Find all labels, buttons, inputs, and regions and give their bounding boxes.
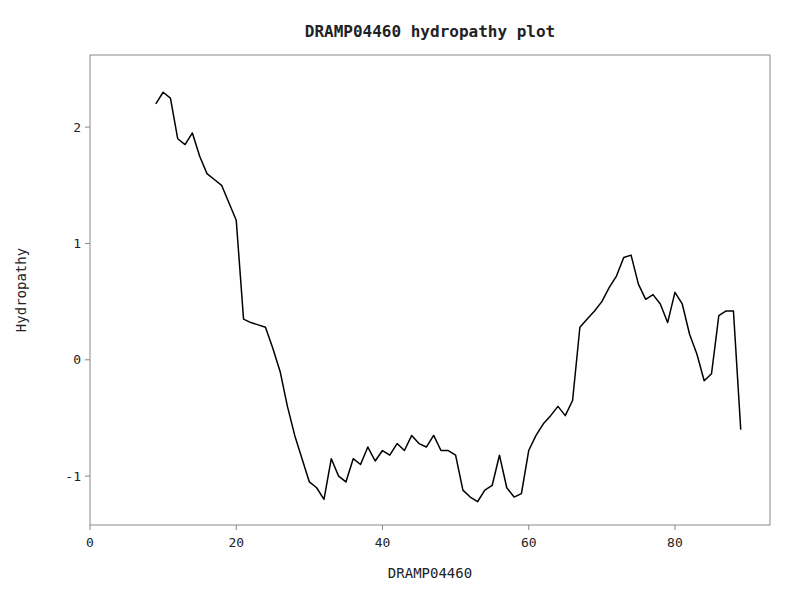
y-tick (85, 476, 90, 477)
x-tick-label: 40 (375, 535, 391, 550)
chart: 0 20 40 60 80 -1 0 1 2 DRAMP04460 hydropathy plot… (0, 0, 800, 600)
x-tick-label: 60 (521, 535, 537, 550)
title: DRAMP04460 hydropathy plot (305, 22, 555, 41)
y-tick-label: 0 (73, 352, 81, 367)
y-tick-label: -1 (65, 469, 81, 484)
y-tick-label: 1 (73, 236, 81, 251)
x-tick (90, 525, 91, 530)
y-tick (85, 127, 90, 128)
data-line (156, 92, 741, 502)
y-axis-label: Hydropathy (13, 248, 29, 332)
x-axis-label: DRAMP04460 (388, 565, 472, 581)
x-tick-label: 20 (228, 535, 244, 550)
y-tick-label: 2 (73, 120, 81, 135)
plot-frame (90, 55, 770, 525)
x-tick (236, 525, 237, 530)
x-tick-label: 0 (86, 535, 94, 550)
y-tick (85, 359, 90, 360)
y-tick (85, 243, 90, 244)
x-tick-label: 80 (667, 535, 683, 550)
plot-area (156, 92, 741, 502)
x-tick (382, 525, 383, 530)
x-tick (674, 525, 675, 530)
x-tick (528, 525, 529, 530)
